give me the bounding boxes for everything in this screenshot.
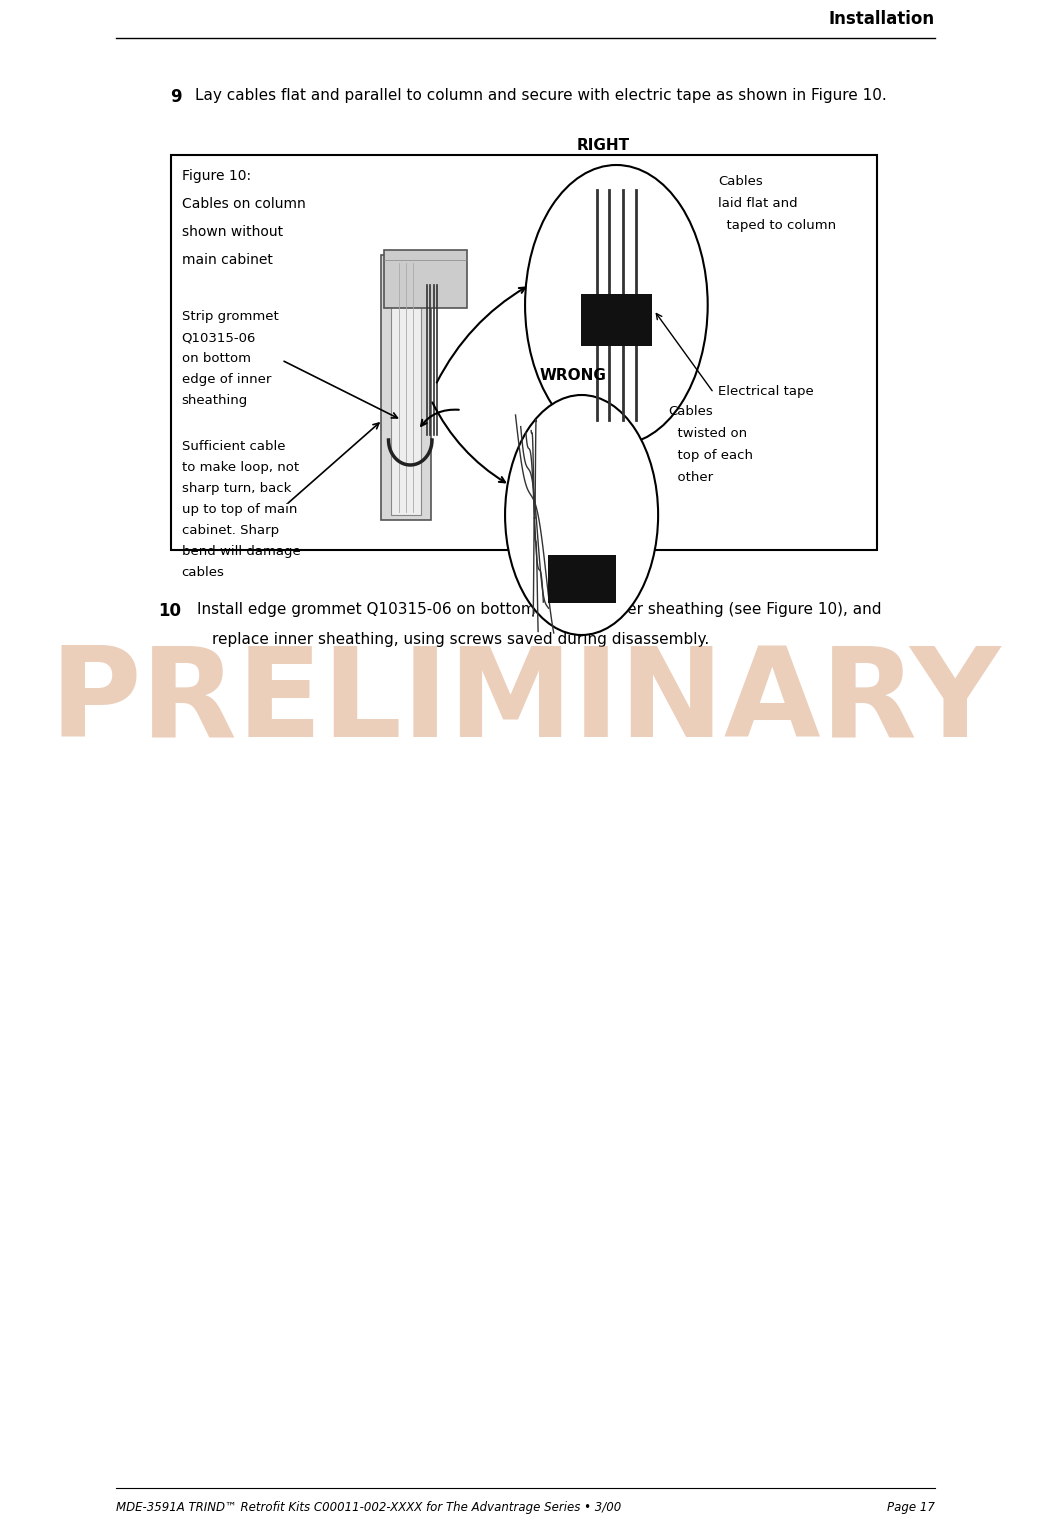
Text: Cables on column: Cables on column	[182, 197, 305, 211]
Text: on bottom: on bottom	[182, 353, 250, 365]
Text: taped to column: taped to column	[718, 220, 837, 232]
Text: bend will damage: bend will damage	[182, 545, 301, 559]
Text: cables: cables	[182, 566, 225, 578]
Text: up to top of main: up to top of main	[182, 504, 297, 516]
Text: Cables: Cables	[718, 175, 763, 188]
Text: Page 17: Page 17	[887, 1502, 934, 1514]
Text: 9: 9	[170, 89, 182, 105]
Text: WRONG: WRONG	[539, 368, 606, 383]
Bar	[391, 259, 420, 514]
Text: replace inner sheathing, using screws saved during disassembly.: replace inner sheathing, using screws sa…	[212, 632, 709, 647]
Text: Sufficient cable: Sufficient cable	[182, 439, 285, 453]
Text: Installation: Installation	[828, 11, 934, 27]
Text: main cabinet: main cabinet	[182, 253, 272, 267]
Text: Cables: Cables	[668, 404, 714, 418]
Text: sharp turn, back: sharp turn, back	[182, 482, 291, 494]
Text: laid flat and: laid flat and	[718, 197, 798, 211]
Text: Electrical tape: Electrical tape	[718, 385, 813, 398]
Ellipse shape	[526, 165, 707, 446]
Text: PRELIMINARY: PRELIMINARY	[49, 641, 1002, 763]
Text: Lay cables flat and parallel to column and secure with electric tape as shown in: Lay cables flat and parallel to column a…	[194, 89, 886, 102]
Text: edge of inner: edge of inner	[182, 372, 271, 386]
Text: twisted on: twisted on	[668, 427, 746, 439]
Text: Strip grommet: Strip grommet	[182, 310, 279, 324]
Text: Install edge grommet Q10315-06 on bottom edge of inner sheathing (see Figure 10): Install edge grommet Q10315-06 on bottom…	[198, 601, 882, 617]
Text: top of each: top of each	[668, 449, 753, 462]
Ellipse shape	[506, 395, 658, 635]
Text: RIGHT: RIGHT	[577, 137, 630, 153]
Text: Q10315-06: Q10315-06	[182, 331, 256, 343]
Bar	[380, 255, 431, 520]
Bar	[548, 555, 616, 603]
Text: sheathing: sheathing	[182, 394, 248, 407]
Bar	[581, 295, 652, 346]
Text: Figure 10:: Figure 10:	[182, 169, 251, 183]
Bar	[171, 156, 878, 549]
Text: to make loop, not: to make loop, not	[182, 461, 298, 475]
Text: MDE-3591A TRIND™ Retrofit Kits C00011-002-XXXX for The Advantrage Series • 3/00: MDE-3591A TRIND™ Retrofit Kits C00011-00…	[117, 1502, 621, 1514]
FancyBboxPatch shape	[385, 250, 467, 308]
Text: 10: 10	[159, 601, 182, 620]
Text: cabinet. Sharp: cabinet. Sharp	[182, 523, 279, 537]
Text: shown without: shown without	[182, 224, 283, 240]
Text: other: other	[668, 472, 713, 484]
